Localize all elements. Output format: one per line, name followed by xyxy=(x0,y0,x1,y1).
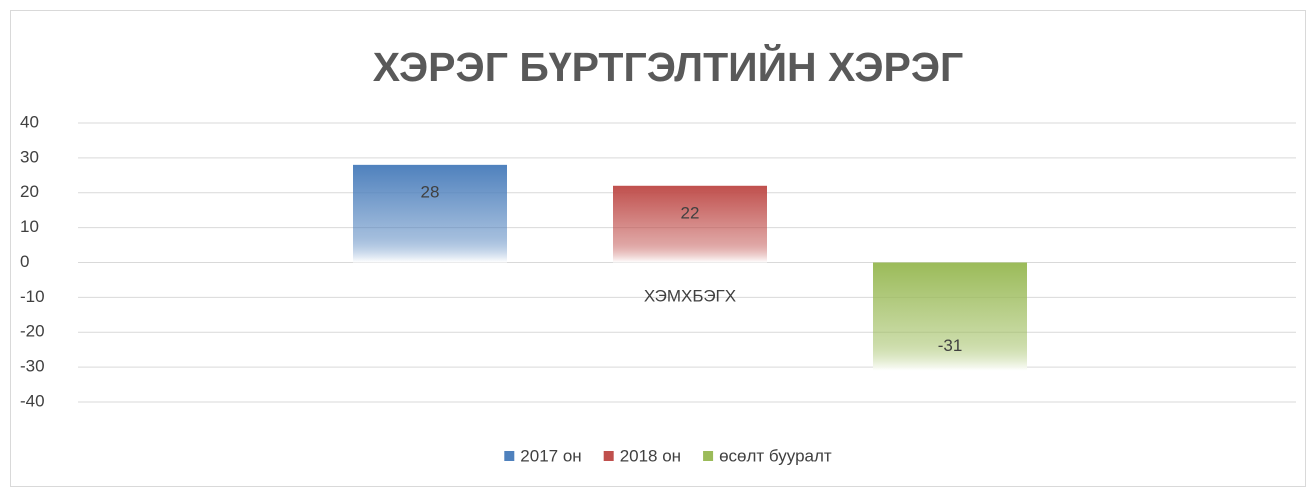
y-tick-label: -20 xyxy=(20,322,45,341)
y-tick-label: -10 xyxy=(20,287,45,306)
y-tick-label: -40 xyxy=(20,391,45,410)
y-tick-label: 10 xyxy=(20,217,39,236)
y-tick-label: -30 xyxy=(20,357,45,376)
legend-swatch xyxy=(703,451,714,461)
y-tick-label: 20 xyxy=(20,182,39,201)
y-tick-label: 0 xyxy=(20,252,29,271)
legend-label: өсөлт бууралт xyxy=(719,446,832,465)
chart-title: ХЭРЭГ БҮРТГЭЛТИЙН ХЭРЭГ xyxy=(373,44,964,90)
bar xyxy=(873,262,1027,371)
bar xyxy=(353,164,507,263)
legend-swatch xyxy=(603,451,614,461)
data-label: -31 xyxy=(938,336,963,355)
legend-label: 2017 он xyxy=(520,446,581,465)
data-label: 22 xyxy=(681,203,700,222)
legend-label: 2018 он xyxy=(620,446,681,465)
y-tick-label: 40 xyxy=(20,112,39,131)
x-tick-label: ХЭМХБЭГХ xyxy=(644,286,736,305)
data-label: 28 xyxy=(421,182,440,201)
y-tick-label: 30 xyxy=(20,147,39,166)
legend-swatch xyxy=(504,451,515,461)
bar xyxy=(613,185,767,263)
